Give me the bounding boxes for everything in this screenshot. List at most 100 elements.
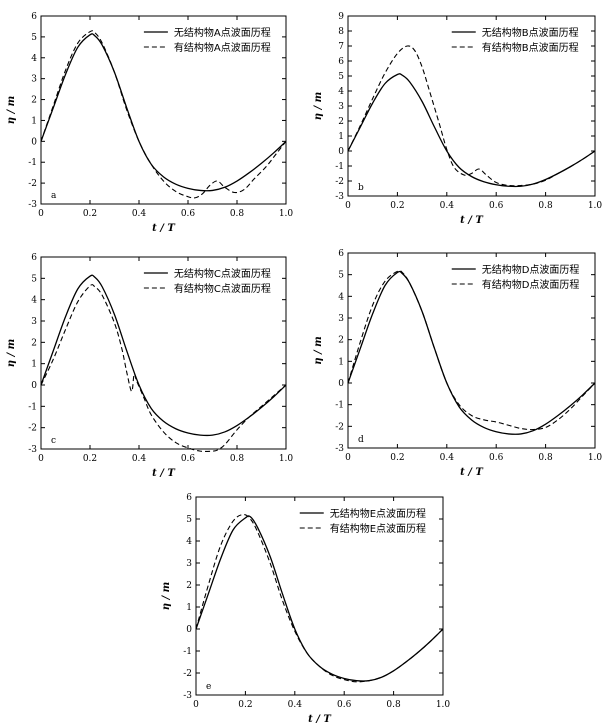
y-tick-label: -1 bbox=[28, 402, 37, 412]
y-tick-label: 1 bbox=[186, 603, 192, 613]
x-tick-label: 0 bbox=[345, 201, 351, 211]
y-tick-label: 5 bbox=[31, 33, 37, 43]
x-tick-label: 0.8 bbox=[230, 209, 245, 219]
y-tick-label: 7 bbox=[338, 42, 344, 52]
panel-letter: b bbox=[358, 183, 364, 193]
legend-label: 无结构物D点波面历程 bbox=[482, 263, 580, 276]
x-axis-label: t / T bbox=[308, 714, 332, 725]
x-tick-label: 0 bbox=[38, 209, 44, 219]
y-tick-label: 1 bbox=[31, 360, 37, 370]
y-tick-label: 3 bbox=[31, 75, 37, 85]
x-tick-label: 0.4 bbox=[288, 700, 303, 710]
y-tick-label: 6 bbox=[338, 57, 344, 67]
series-line-with-structure bbox=[40, 30, 287, 199]
y-tick-label: -3 bbox=[28, 200, 37, 210]
legend-label: 有结构物D点波面历程 bbox=[482, 278, 580, 291]
x-axis-label: t / T bbox=[152, 223, 176, 234]
x-axis-label: t / T bbox=[460, 215, 484, 226]
y-tick-label: -3 bbox=[28, 445, 37, 455]
y-tick-label: 5 bbox=[338, 271, 344, 281]
x-tick-label: 0.2 bbox=[238, 700, 252, 710]
series-line-without-structure bbox=[347, 270, 596, 435]
x-tick-label: 0 bbox=[193, 700, 199, 710]
y-tick-label: 0 bbox=[31, 381, 37, 391]
y-tick-label: 0 bbox=[338, 379, 344, 389]
x-tick-label: 1.0 bbox=[279, 454, 294, 464]
x-tick-label: 0.8 bbox=[386, 700, 401, 710]
y-tick-label: -2 bbox=[183, 669, 192, 679]
y-tick-label: 6 bbox=[31, 253, 37, 263]
x-tick-label: 0.6 bbox=[489, 201, 504, 211]
panel-letter: d bbox=[358, 435, 364, 445]
y-tick-label: 1 bbox=[338, 132, 344, 142]
y-tick-label: 8 bbox=[338, 27, 344, 37]
x-axis-label: t / T bbox=[152, 468, 176, 479]
x-tick-label: 0.4 bbox=[132, 454, 147, 464]
y-tick-label: 6 bbox=[338, 249, 344, 259]
legend-label: 无结构物C点波面历程 bbox=[174, 267, 271, 280]
y-tick-label: -2 bbox=[28, 424, 37, 434]
x-tick-label: 0 bbox=[38, 454, 44, 464]
y-tick-label: 3 bbox=[338, 102, 344, 112]
x-tick-label: 0.6 bbox=[181, 209, 196, 219]
legend-label: 无结构物A点波面历程 bbox=[174, 26, 271, 39]
plot-frame bbox=[40, 256, 287, 450]
x-tick-label: 0.8 bbox=[538, 453, 553, 463]
legend-label: 无结构物B点波面历程 bbox=[482, 26, 579, 39]
y-tick-label: 9 bbox=[338, 12, 344, 22]
y-tick-label: 3 bbox=[31, 317, 37, 327]
y-tick-label: -1 bbox=[335, 162, 344, 172]
legend-label: 有结构物E点波面历程 bbox=[330, 522, 426, 535]
y-tick-label: 1 bbox=[338, 357, 344, 367]
x-tick-label: 0.2 bbox=[83, 454, 97, 464]
x-tick-label: 0.8 bbox=[230, 454, 245, 464]
y-tick-label: -3 bbox=[183, 691, 192, 701]
panel-c-chart: 0 0.2 0.4 0.6 0.8 1.0 -3 -2 -1 0 1 2 3 4 5 6 t / T η / m c… bbox=[6, 253, 294, 479]
legend-label: 有结构物B点波面历程 bbox=[482, 41, 579, 54]
x-tick-label: 0.4 bbox=[132, 209, 147, 219]
x-tick-label: 0 bbox=[345, 453, 351, 463]
y-axis-label: η / m bbox=[313, 336, 324, 364]
x-tick-label: 0.6 bbox=[181, 454, 196, 464]
x-tick-label: 1.0 bbox=[588, 453, 603, 463]
series-line-without-structure bbox=[195, 515, 444, 682]
x-tick-label: 0.6 bbox=[337, 700, 352, 710]
legend-label: 有结构物C点波面历程 bbox=[174, 282, 271, 295]
y-axis-label: η / m bbox=[6, 339, 17, 367]
plot-frame bbox=[195, 496, 444, 696]
x-tick-label: 0.4 bbox=[440, 201, 455, 211]
y-tick-label: 3 bbox=[186, 559, 192, 569]
y-tick-label: -1 bbox=[335, 401, 344, 411]
y-tick-label: 0 bbox=[31, 137, 37, 147]
y-tick-label: -3 bbox=[335, 444, 344, 454]
y-tick-label: 5 bbox=[186, 515, 192, 525]
x-axis-label: t / T bbox=[460, 467, 484, 478]
y-tick-label: 2 bbox=[31, 96, 37, 106]
legend-label: 无结构物E点波面历程 bbox=[330, 507, 426, 520]
panel-d-chart: 0 0.2 0.4 0.6 0.8 1.0 -3 -2 -1 0 1 2 3 4 5 6 t / T η / m d… bbox=[313, 249, 603, 478]
y-tick-label: 5 bbox=[338, 72, 344, 82]
y-tick-label: 4 bbox=[31, 296, 37, 306]
y-tick-label: 3 bbox=[338, 314, 344, 324]
panel-a-chart: 0 0.2 0.4 0.6 0.8 1.0 -3 -2 -1 0 1 2 3 4 5 6 t / T η / m a… bbox=[6, 12, 293, 234]
y-tick-label: 4 bbox=[186, 537, 192, 547]
y-tick-label: 4 bbox=[31, 54, 37, 64]
x-tick-label: 1.0 bbox=[588, 201, 603, 211]
y-tick-label: 5 bbox=[31, 274, 37, 284]
legend-label: 有结构物A点波面历程 bbox=[174, 41, 271, 54]
panel-b-chart: 0 0.2 0.4 0.6 0.8 1.0 -3 -2 -1 0 1 2 3 4 5 6 7 8 9 t / T η /… bbox=[313, 12, 603, 226]
x-tick-label: 0.2 bbox=[390, 201, 404, 211]
panel-e-chart: 0 0.2 0.4 0.6 0.8 1.0 -3 -2 -1 0 1 2 3 4 5 6 t / T η / m e… bbox=[161, 493, 450, 725]
x-tick-label: 0.6 bbox=[489, 453, 504, 463]
y-tick-label: -1 bbox=[183, 647, 192, 657]
y-tick-label: 2 bbox=[338, 336, 344, 346]
y-tick-label: 2 bbox=[186, 581, 192, 591]
y-tick-label: 1 bbox=[31, 116, 37, 126]
y-tick-label: 0 bbox=[186, 625, 192, 635]
y-tick-label: -2 bbox=[28, 179, 37, 189]
series-line-without-structure bbox=[347, 73, 596, 188]
y-axis-label: η / m bbox=[6, 96, 17, 124]
y-tick-label: 6 bbox=[186, 493, 192, 503]
y-tick-label: -1 bbox=[28, 158, 37, 168]
y-tick-label: -2 bbox=[335, 422, 344, 432]
